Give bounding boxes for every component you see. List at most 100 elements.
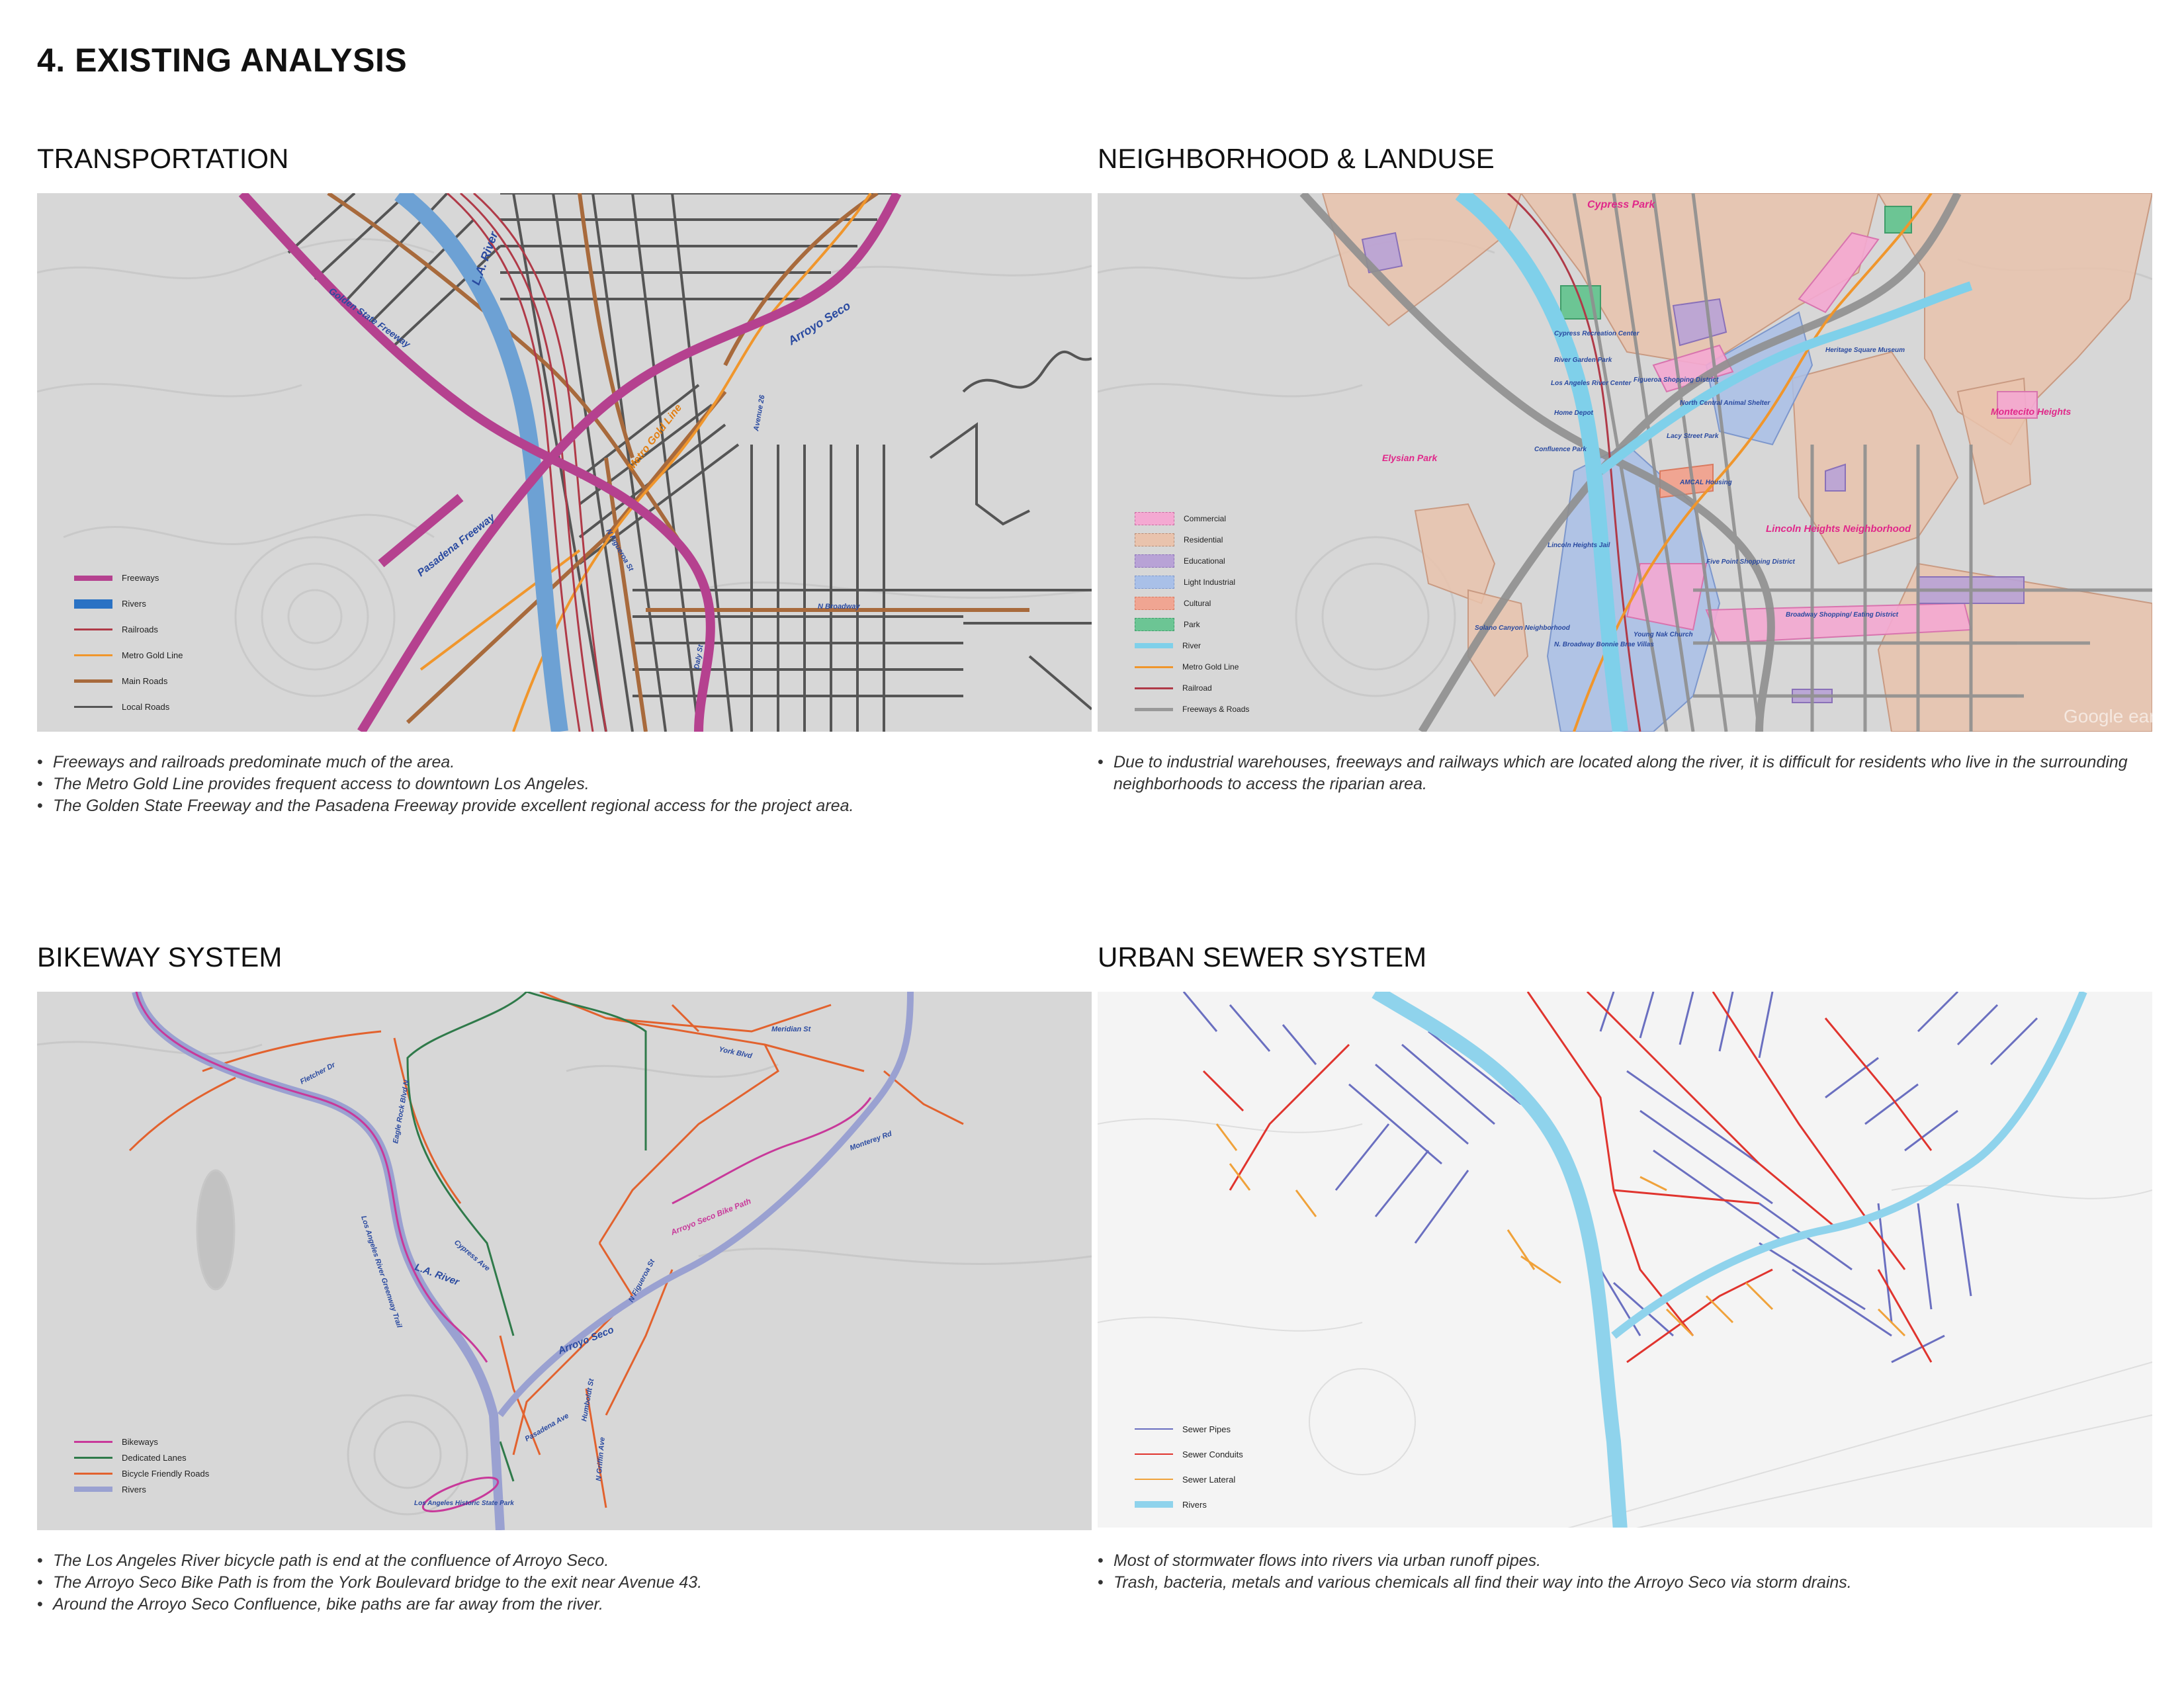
pasadena-ave-label: Pasadena Ave — [524, 1412, 570, 1443]
sewer-title: URBAN SEWER SYSTEM — [1098, 941, 1427, 973]
transportation-panel: TRANSPORTATION — [37, 132, 1092, 817]
roads-swatch — [1135, 707, 1173, 711]
bike-path-label: Arroyo Seco Bike Path — [669, 1196, 752, 1237]
gold-line-swatch — [1135, 666, 1173, 668]
elysian-park-label: Elysian Park — [1382, 453, 1438, 463]
cypress-ave-label: Cypress Ave — [453, 1238, 491, 1273]
river-swatch — [1135, 643, 1173, 648]
legend-item: Sewer Pipes — [1135, 1416, 1243, 1442]
note-item: The Metro Gold Line provides frequent ac… — [37, 773, 1092, 795]
york-blvd-label: York Blvd — [718, 1045, 753, 1060]
note-item: The Los Angeles River bicycle path is en… — [37, 1550, 1092, 1572]
legend-label: Freeways — [122, 573, 159, 583]
sewer-map[interactable]: Sewer Pipes Sewer Conduits Sewer Lateral… — [1098, 992, 2152, 1528]
legend-label: Cultural — [1184, 599, 1211, 608]
la-river-label: L.A. River — [469, 230, 501, 287]
industrial-swatch — [1135, 576, 1174, 589]
note-item: The Arroyo Seco Bike Path is from the Yo… — [37, 1572, 1092, 1594]
legend-label: Local Roads — [122, 702, 170, 712]
railroad-swatch — [1135, 687, 1173, 689]
legend-item: Commercial — [1135, 508, 1249, 529]
landuse-map[interactable]: Cypress Park Elysian Park Montecito Heig… — [1098, 193, 2152, 732]
legend-item: Local Roads — [74, 694, 183, 720]
freeways — [238, 193, 902, 732]
bikeway-legend: Bikeways Dedicated Lanes Bicycle Friendl… — [74, 1434, 209, 1497]
broadway-shopping-label: Broadway Shopping/ Eating District — [1786, 611, 1899, 619]
fletcher-label: Fletcher Dr — [299, 1060, 337, 1086]
landuse-notes: Due to industrial warehouses, freeways a… — [1098, 752, 2152, 795]
legend-item: Metro Gold Line — [74, 642, 183, 668]
la-river-bikeway — [135, 992, 488, 1363]
legend-item: Rivers — [74, 591, 183, 617]
legend-item: Educational — [1135, 550, 1249, 572]
historic-park-loop — [421, 1477, 500, 1512]
sewer-conduits — [1202, 992, 1933, 1363]
river-swatch — [74, 1487, 112, 1492]
landuse-map-svg: Cypress Park Elysian Park Montecito Heig… — [1098, 193, 2152, 732]
transportation-title: TRANSPORTATION — [37, 143, 289, 174]
educational-swatch — [1135, 554, 1174, 568]
note-item: Most of stormwater flows into rivers via… — [1098, 1550, 2152, 1572]
note-item: Freeways and railroads predominate much … — [37, 752, 1092, 773]
sewer-conduit-swatch — [1135, 1453, 1173, 1455]
page-title: 4. EXISTING ANALYSIS — [37, 42, 408, 79]
legend-item: Dedicated Lanes — [74, 1449, 209, 1465]
landuse-title: NEIGHBORHOOD & LANDUSE — [1098, 143, 1495, 174]
bikeway-notes: The Los Angeles River bicycle path is en… — [37, 1550, 1092, 1616]
legend-label: Educational — [1184, 556, 1225, 566]
monterey-label: Monterey Rd — [849, 1130, 893, 1152]
legend-label: Bikeways — [122, 1436, 158, 1447]
sewer-notes: Most of stormwater flows into rivers via… — [1098, 1550, 2152, 1594]
legend-label: Dedicated Lanes — [122, 1452, 187, 1463]
legend-label: Light Industrial — [1184, 578, 1236, 587]
freeway-swatch — [74, 575, 112, 581]
confluence-park-label: Confluence Park — [1534, 446, 1587, 453]
griffin-label: N Griffin Ave — [595, 1437, 607, 1481]
arroyo-seco — [1597, 281, 1973, 475]
legend-label: Commercial — [1184, 514, 1227, 523]
legend-item: Main Roads — [74, 668, 183, 694]
bicycle-friendly-roads — [128, 992, 964, 1508]
legend-item: Rivers — [1135, 1492, 1243, 1517]
arroyo-seco — [498, 992, 914, 1418]
metro-gold-line — [1573, 193, 1933, 732]
note-item: The Golden State Freeway and the Pasaden… — [37, 795, 1092, 817]
young-nak-label: Young Nak Church — [1634, 631, 1693, 638]
cypress-rec-label: Cypress Recreation Center — [1554, 330, 1639, 337]
metro-gold-line — [512, 193, 872, 732]
legend-label: Main Roads — [122, 676, 168, 686]
legend-label: Bicycle Friendly Roads — [122, 1468, 210, 1479]
legend-label: Sewer Conduits — [1182, 1449, 1243, 1459]
river-swatch — [74, 599, 112, 609]
legend-item: Sewer Lateral — [1135, 1467, 1243, 1492]
legend-label: Rivers — [1182, 1499, 1207, 1510]
la-river — [1372, 992, 1628, 1528]
legend-item: Rivers — [74, 1481, 209, 1497]
montecito-heights-label: Montecito Heights — [1991, 406, 2072, 417]
landuse-panel: NEIGHBORHOOD & LANDUSE — [1098, 132, 2152, 793]
broadway-villa-label: N. Broadway Bonnie Brae Villas — [1554, 641, 1654, 648]
meridian-label: Meridian St — [771, 1025, 812, 1033]
earth-watermark: Google earth — [2064, 706, 2152, 726]
solano-label: Solano Canyon Neighborhood — [1475, 625, 1571, 632]
sewer-pipes — [1182, 992, 2038, 1363]
local-road-swatch — [74, 706, 112, 708]
legend-item: Park — [1135, 614, 1249, 635]
legend-label: Rivers — [122, 599, 146, 609]
lincoln-jail-label: Lincoln Heights Jail — [1548, 542, 1610, 549]
humboldt-label: Humboldt St — [580, 1377, 595, 1422]
gold-line-swatch — [74, 654, 112, 656]
bikeway-title: BIKEWAY SYSTEM — [37, 941, 283, 973]
legend-label: Park — [1184, 620, 1200, 629]
legend-label: Residential — [1184, 535, 1223, 544]
dedicated-lanes — [406, 992, 647, 1482]
historic-park-label: Los Angeles Historic State Park — [414, 1500, 514, 1507]
transportation-map[interactable]: L.A. River Arroyo Seco Metro Gold Line P… — [37, 193, 1092, 732]
legend-label: Sewer Pipes — [1182, 1424, 1231, 1434]
terrain — [37, 1041, 1092, 1516]
bikeway-map[interactable]: L.A. River Arroyo Seco Arroyo Seco Bike … — [37, 992, 1092, 1530]
legend-item: Metro Gold Line — [1135, 656, 1249, 677]
river-garden-label: River Garden Park — [1554, 357, 1612, 364]
legend-label: Freeways & Roads — [1182, 705, 1250, 714]
five-point-label: Five Point Shopping District — [1706, 558, 1796, 566]
